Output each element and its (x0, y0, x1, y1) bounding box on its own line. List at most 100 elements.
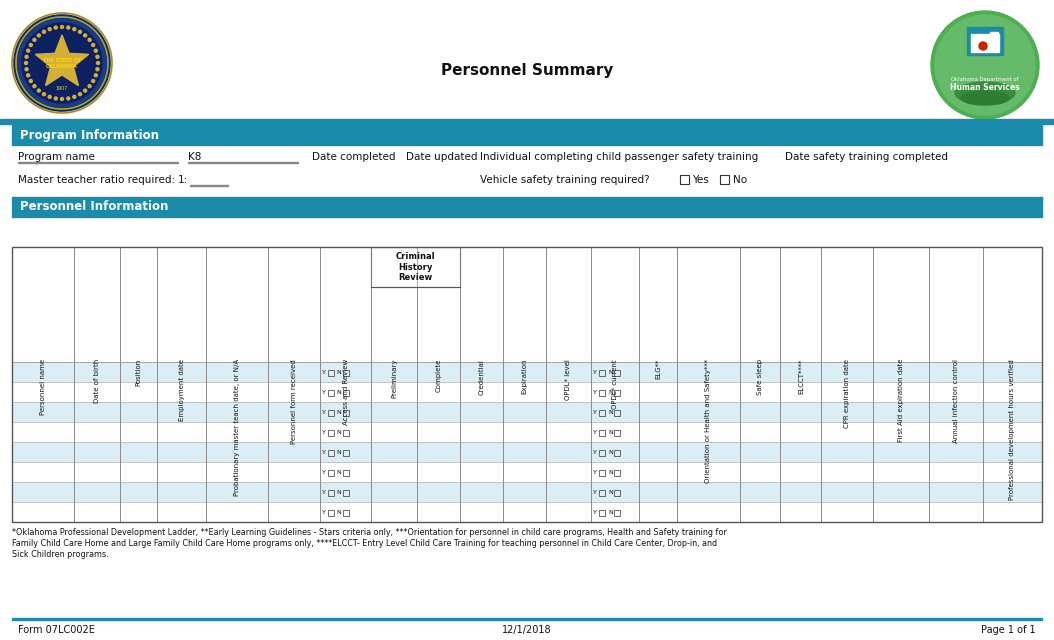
Text: Professional development hours verified: Professional development hours verified (1010, 359, 1015, 500)
Text: Employment date: Employment date (178, 359, 184, 421)
Circle shape (96, 55, 99, 58)
Text: *Oklahoma Professional Development Ladder, **Early Learning Guidelines - Stars c: *Oklahoma Professional Development Ladde… (12, 528, 727, 537)
Text: Date updated: Date updated (406, 152, 477, 162)
Bar (328, 369, 334, 376)
Bar (720, 175, 729, 184)
Text: 1907: 1907 (56, 86, 69, 92)
Bar (614, 470, 620, 476)
Bar (12, 462, 1042, 482)
Circle shape (60, 26, 63, 29)
Text: N: N (337, 509, 341, 515)
Text: Oklahoma Department of: Oklahoma Department of (952, 77, 1018, 81)
Text: Y: Y (593, 470, 597, 474)
Text: Complete: Complete (435, 359, 442, 392)
Text: Y: Y (321, 490, 326, 495)
Circle shape (94, 49, 97, 52)
Circle shape (25, 68, 28, 71)
Bar (599, 410, 605, 415)
Circle shape (18, 19, 106, 107)
Bar (821, 247, 873, 362)
Text: Y: Y (593, 369, 597, 374)
Bar (268, 247, 319, 362)
Bar (371, 247, 460, 287)
Bar (982, 247, 1042, 362)
Text: Sick Children programs.: Sick Children programs. (12, 550, 109, 559)
Bar (12, 618, 1042, 620)
Bar (677, 247, 740, 362)
Text: Master teacher ratio required:: Master teacher ratio required: (18, 175, 175, 185)
Text: ELCCT****: ELCCT**** (798, 359, 804, 394)
Text: Y: Y (321, 429, 326, 435)
Bar (328, 390, 334, 396)
Text: Y: Y (593, 410, 597, 415)
Bar (599, 449, 605, 456)
Text: OPDL* level: OPDL* level (565, 359, 571, 400)
Text: Human Services: Human Services (951, 83, 1020, 92)
Text: Date completed: Date completed (312, 152, 395, 162)
Bar (12, 197, 1042, 217)
Text: CPR expiration date: CPR expiration date (844, 359, 851, 428)
Bar (12, 247, 75, 362)
Text: Y: Y (321, 369, 326, 374)
Text: Y: Y (321, 390, 326, 394)
Text: Vehicle safety training required?: Vehicle safety training required? (480, 175, 649, 185)
Circle shape (33, 84, 36, 88)
Text: N: N (337, 429, 341, 435)
Circle shape (48, 28, 52, 31)
Circle shape (48, 95, 52, 99)
Bar (740, 247, 780, 362)
Bar (614, 509, 620, 515)
Bar (780, 247, 821, 362)
Circle shape (94, 74, 97, 77)
Bar (328, 449, 334, 456)
Bar (416, 287, 460, 362)
Text: N: N (608, 470, 612, 474)
Text: ELG**: ELG** (656, 359, 661, 380)
Circle shape (979, 42, 987, 50)
Circle shape (92, 44, 95, 47)
Text: Personnel form received: Personnel form received (291, 359, 297, 444)
Text: Date of birth: Date of birth (94, 359, 100, 403)
Text: Individual completing child passenger safety training: Individual completing child passenger sa… (480, 152, 758, 162)
Text: Credential: Credential (479, 359, 484, 395)
Text: Expiration: Expiration (522, 359, 527, 394)
Bar (460, 247, 503, 362)
Text: Y: Y (593, 390, 597, 394)
Bar (12, 442, 1042, 462)
Circle shape (83, 34, 86, 37)
Ellipse shape (935, 15, 1035, 115)
Text: Y: Y (321, 410, 326, 415)
Circle shape (25, 55, 28, 58)
Text: N: N (608, 369, 612, 374)
Circle shape (78, 30, 81, 33)
Circle shape (54, 26, 57, 29)
Circle shape (83, 89, 86, 92)
Text: Personnel name: Personnel name (40, 359, 46, 415)
Text: Probationary master teach date, or N/A: Probationary master teach date, or N/A (234, 359, 240, 496)
Circle shape (78, 93, 81, 95)
Bar (12, 382, 1042, 402)
Bar (503, 247, 546, 362)
Text: THE STATE OF: THE STATE OF (43, 58, 81, 63)
Circle shape (30, 79, 33, 83)
Bar (12, 247, 1042, 522)
Circle shape (14, 15, 110, 111)
Bar (591, 247, 640, 362)
Text: Orientation or Health and Safety***: Orientation or Health and Safety*** (705, 359, 711, 483)
Circle shape (54, 97, 57, 100)
Circle shape (60, 97, 63, 100)
Circle shape (92, 79, 95, 83)
Bar (343, 390, 349, 396)
Bar (343, 410, 349, 415)
Text: Program Information: Program Information (20, 129, 159, 141)
Circle shape (26, 49, 30, 52)
Bar (929, 247, 982, 362)
Text: K8: K8 (188, 152, 201, 162)
Text: Annual infection control: Annual infection control (953, 359, 959, 443)
Circle shape (24, 61, 27, 65)
Text: N: N (608, 390, 612, 394)
Bar (343, 369, 349, 376)
Bar (614, 410, 620, 415)
Text: Y: Y (593, 449, 597, 454)
Ellipse shape (961, 91, 1009, 105)
